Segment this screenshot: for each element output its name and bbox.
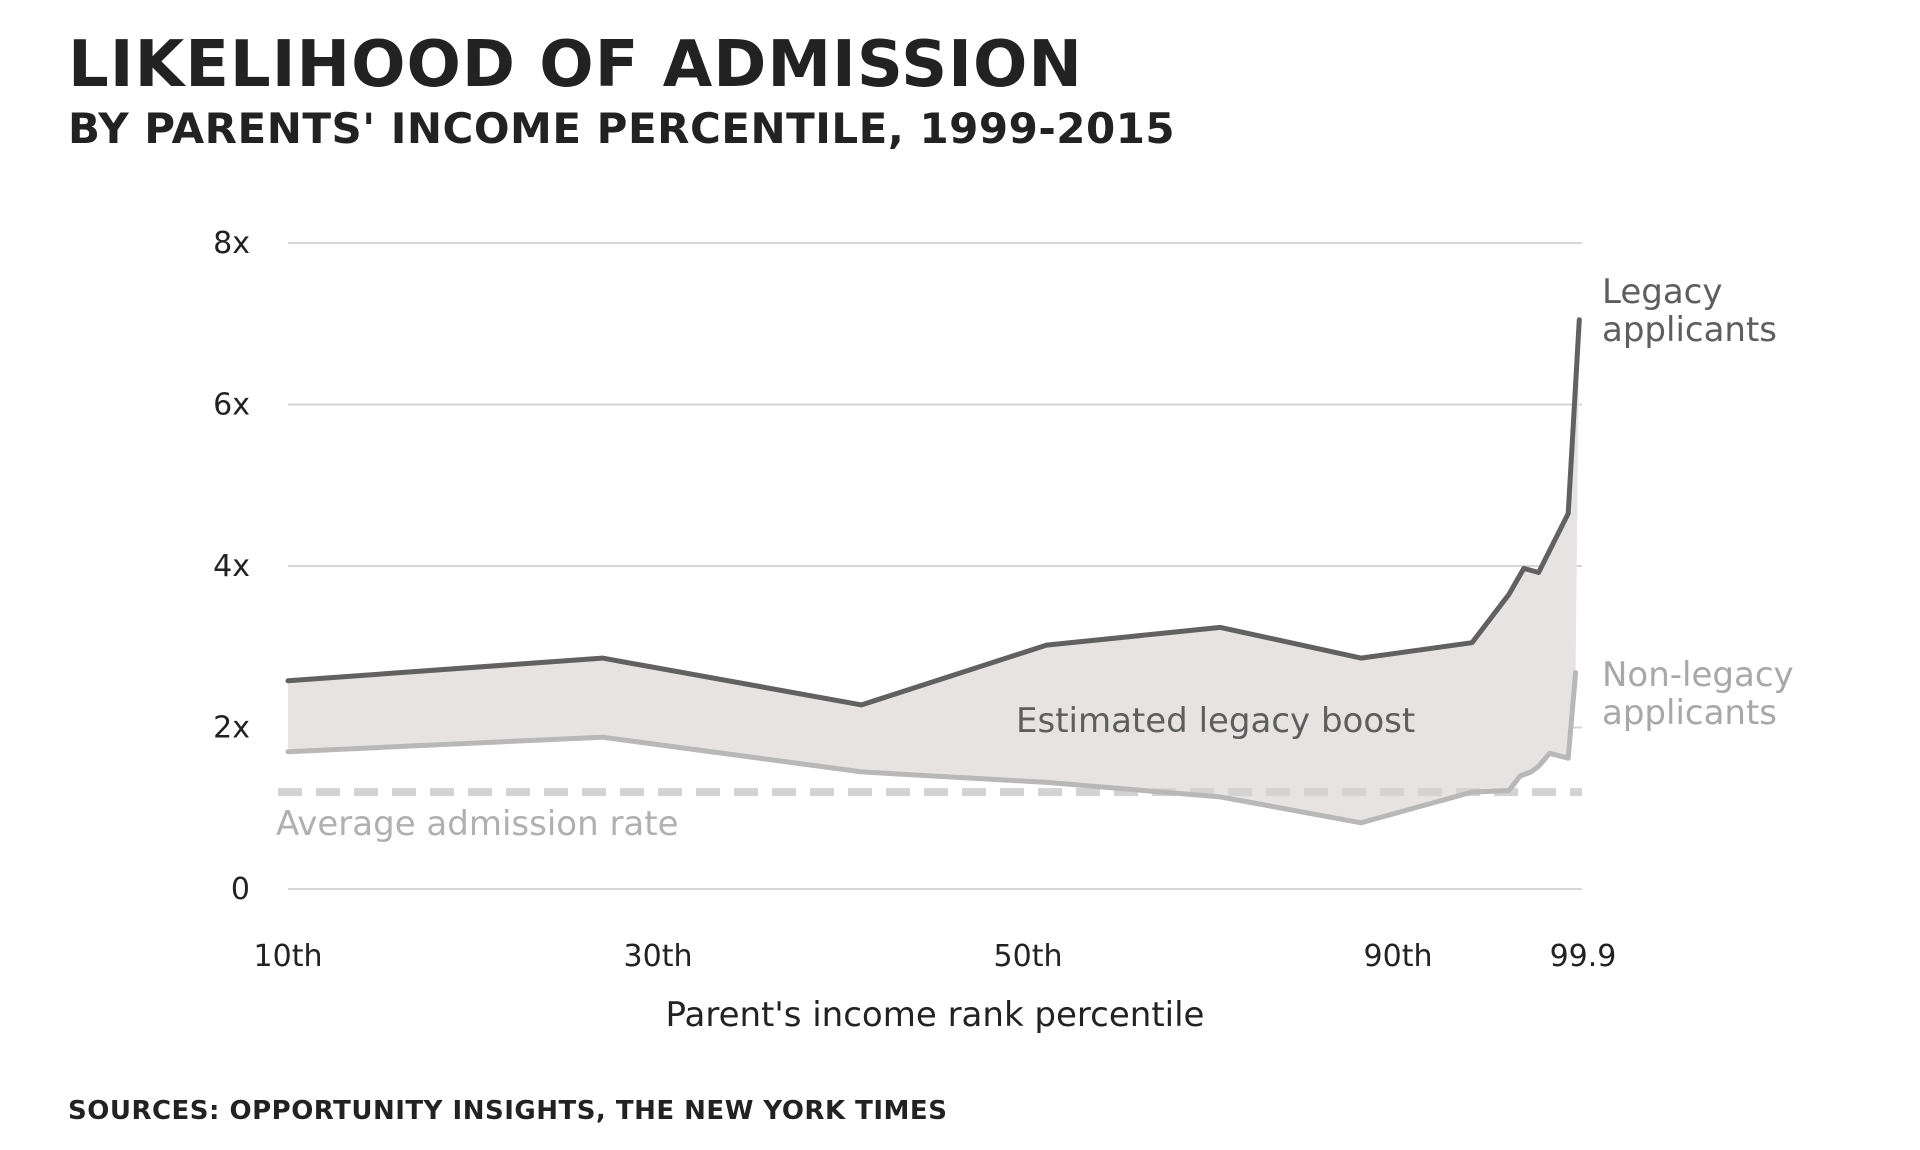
y-tick-label: 8x: [213, 226, 250, 261]
legacy-boost-area: [288, 319, 1580, 823]
y-tick-label: 0: [231, 872, 250, 907]
x-tick-label: 90th: [1364, 939, 1433, 974]
y-tick-label: 4x: [213, 549, 250, 584]
y-tick-label: 6x: [213, 388, 250, 423]
chart-title: LIKELIHOOD OF ADMISSION: [68, 28, 1083, 102]
non-legacy-series-label: Non-legacy: [1602, 655, 1794, 695]
legacy-boost-label: Estimated legacy boost: [1016, 701, 1415, 741]
legacy-series-label-line2: applicants: [1602, 310, 1777, 350]
x-tick-label: 10th: [254, 939, 323, 974]
average-rate-label: Average admission rate: [276, 804, 679, 844]
x-tick-label: 99.9: [1550, 939, 1617, 974]
x-tick-label: 50th: [994, 939, 1063, 974]
x-axis-label: Parent's income rank percentile: [666, 995, 1205, 1035]
source-note: SOURCES: OPPORTUNITY INSIGHTS, THE NEW Y…: [68, 1096, 948, 1126]
x-tick-label: 30th: [624, 939, 693, 974]
legacy-series-line: [285, 317, 1582, 708]
chart-subtitle: BY PARENTS' INCOME PERCENTILE, 1999-2015: [68, 104, 1176, 153]
non-legacy-series-line: [285, 670, 1579, 826]
non-legacy-series-label-line2: applicants: [1602, 693, 1777, 733]
legacy-series-label: Legacy: [1602, 272, 1723, 312]
y-tick-label: 2x: [213, 711, 250, 746]
